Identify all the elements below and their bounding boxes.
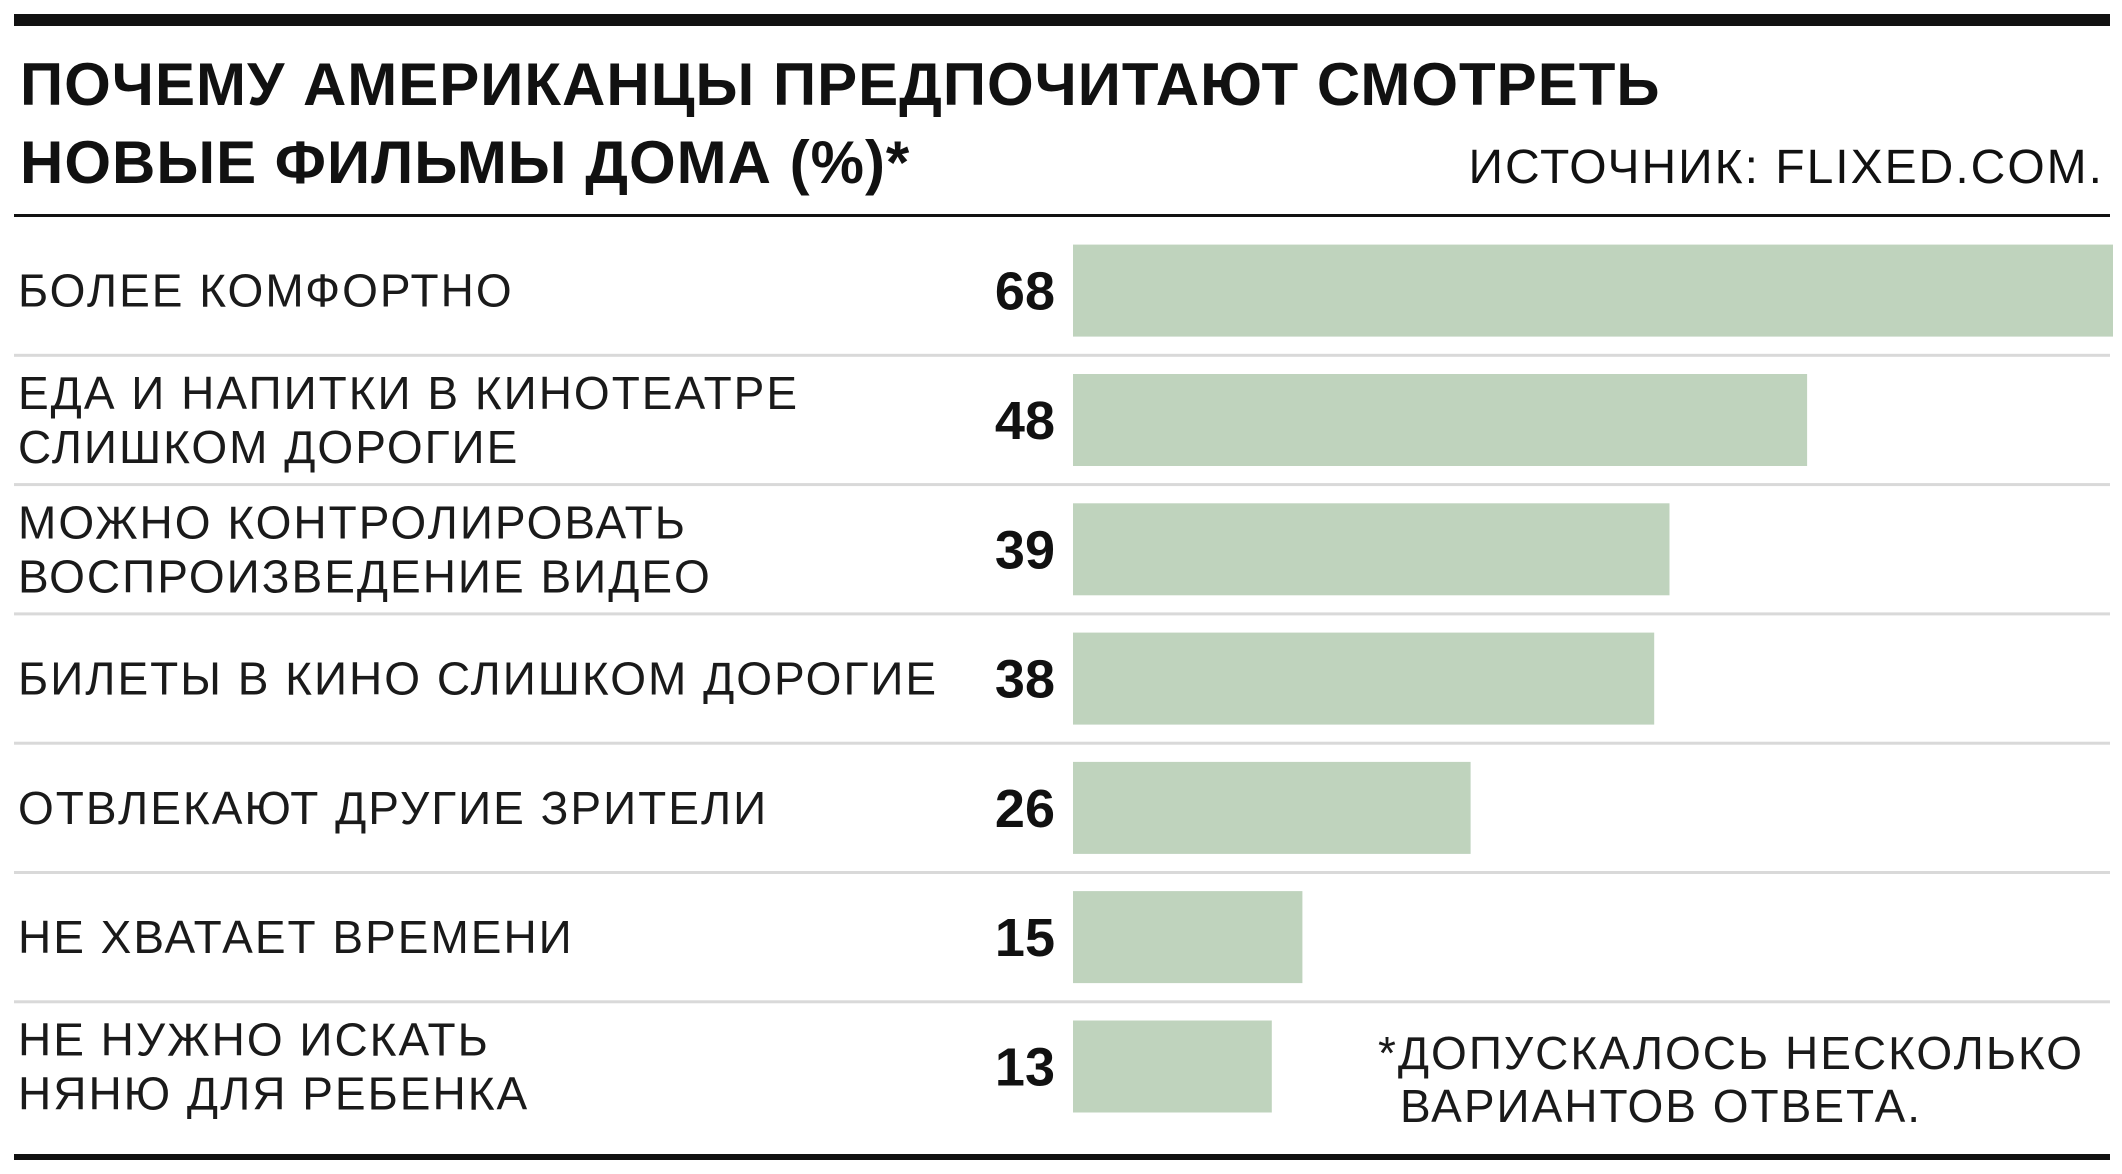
category-label: НЯНЮ ДЛЯ РЕБЕНКА: [18, 1068, 529, 1120]
row-divider: [14, 612, 2110, 616]
header-rule: [14, 214, 2110, 217]
footnote-line-2: ВАРИАНТОВ ОТВЕТА.: [1400, 1080, 1922, 1132]
bar: [1073, 891, 1303, 984]
bar-rows: 68 БОЛЕЕ КОМФОРТНО 48 ЕДА И НАПИТКИ В КИНОТ…: [14, 244, 2113, 1120]
category-label: СЛИШКОМ ДОРОГИЕ: [18, 421, 519, 473]
value-label: 15: [995, 908, 1055, 968]
source-note: ИСТОЧНИК: FLIXED.COM.: [1468, 141, 2104, 194]
chart-title-line-1: ПОЧЕМУ АМЕРИКАНЦЫ ПРЕДПОЧИТАЮТ СМОТРЕТЬ: [20, 51, 1660, 118]
row-divider: [14, 483, 2110, 487]
value-label: 38: [995, 650, 1055, 710]
row-divider: [14, 871, 2110, 874]
bar: [1073, 244, 2113, 337]
bar: [1073, 632, 1655, 725]
row-divider: [14, 353, 2110, 357]
footnote-line-1: *ДОПУСКАЛОСЬ НЕСКОЛЬКО: [1378, 1027, 2084, 1079]
bar: [1073, 761, 1471, 854]
category-label: ОТВЛЕКАЮТ ДРУГИЕ ЗРИТЕЛИ: [18, 782, 768, 834]
value-label: 68: [995, 262, 1055, 322]
category-label: БИЛЕТЫ В КИНО СЛИШКОМ ДОРОГИЕ: [18, 653, 938, 705]
category-label: НЕ ХВАТАЕТ ВРЕМЕНИ: [18, 911, 574, 963]
value-label: 13: [995, 1038, 1055, 1098]
value-label: 26: [995, 779, 1055, 839]
category-label: ВОСПРОИЗВЕДЕНИЕ ВИДЕО: [18, 550, 712, 602]
category-label: ЕДА И НАПИТКИ В КИНОТЕАТРЕ: [18, 367, 799, 419]
category-label: МОЖНО КОНТРОЛИРОВАТЬ: [18, 496, 687, 548]
category-label: НЕ НУЖНО ИСКАТЬ: [18, 1014, 490, 1066]
category-label: БОЛЕЕ КОМФОРТНО: [18, 265, 514, 317]
value-label: 48: [995, 391, 1055, 451]
chart-title-line-2: НОВЫЕ ФИЛЬМЫ ДОМА (%)*: [20, 129, 910, 196]
value-label: 39: [995, 520, 1055, 580]
top-rule: [14, 14, 2110, 26]
bar: [1073, 503, 1670, 596]
bar: [1073, 374, 1808, 466]
bar: [1073, 1020, 1272, 1113]
row-divider: [14, 1000, 2110, 1004]
row-divider: [14, 741, 2110, 745]
bottom-rule: [14, 1154, 2110, 1160]
